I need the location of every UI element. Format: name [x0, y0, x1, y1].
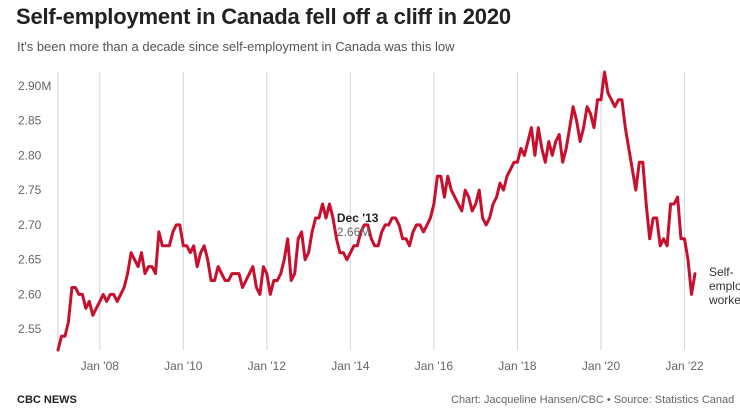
y-tick-label: 2.60	[18, 287, 42, 301]
chart-title: Self-employment in Canada fell off a cli…	[16, 4, 511, 29]
x-tick-label: Jan '12	[248, 359, 287, 373]
x-tick-label: Jan '10	[164, 359, 203, 373]
series-line	[56, 70, 697, 352]
y-tick-label: 2.70	[18, 218, 42, 232]
y-tick-label: 2.55	[18, 322, 42, 336]
y-tick-label: 2.75	[18, 183, 42, 197]
chart-subtitle: It's been more than a decade since self-…	[17, 39, 455, 54]
x-tick-label: Jan '20	[582, 359, 621, 373]
x-tick-label: Jan '08	[81, 359, 120, 373]
series-end-label: workers	[708, 293, 740, 307]
brand-label: CBC NEWS	[17, 394, 77, 406]
series-end-label: Self-	[709, 265, 734, 279]
series-end-label: employed	[709, 279, 740, 293]
source-credit: Chart: Jacqueline Hansen/CBC • Source: S…	[451, 394, 735, 406]
y-tick-label: 2.80	[18, 148, 42, 162]
annotation-date-label: Dec '13	[337, 211, 379, 225]
x-tick-label: Jan '18	[498, 359, 537, 373]
y-tick-label: 2.65	[18, 253, 42, 267]
x-tick-label: Jan '14	[331, 359, 370, 373]
y-tick-label: 2.85	[18, 114, 42, 128]
x-tick-label: Jan '22	[665, 359, 704, 373]
x-tick-label: Jan '16	[415, 359, 454, 373]
annotation-value-label: 2.66M	[337, 225, 370, 239]
y-tick-label: 2.90M	[18, 79, 51, 93]
